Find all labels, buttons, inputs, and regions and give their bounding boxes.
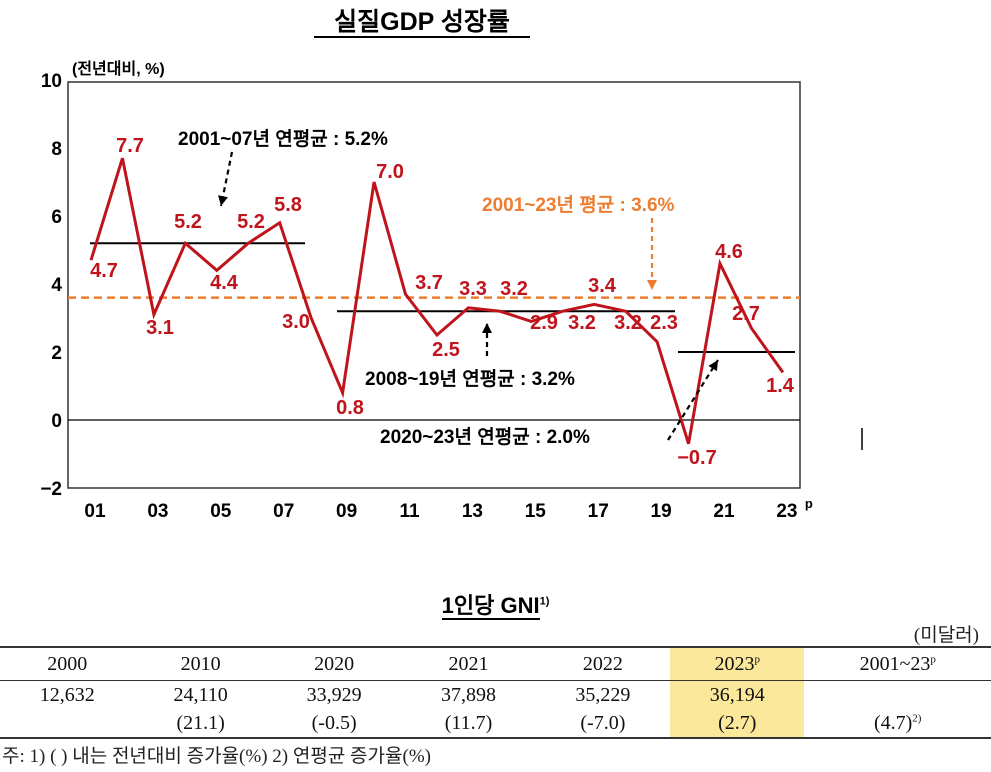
arrowhead-icon [708, 360, 718, 372]
growth-cell: (-0.5) [266, 709, 402, 739]
gni-title: 1인당 GNI1) [441, 593, 550, 620]
average-annotation: 2001~23년 평균 : 3.6% [482, 194, 675, 216]
value-cell: 33,929 [306, 683, 362, 706]
header-cell: 2000 [0, 646, 135, 681]
data-label: −0.7 [677, 447, 716, 469]
data-label: 7.0 [376, 161, 404, 183]
gdp-growth-line [89, 157, 785, 445]
x-tick-label: 05 [210, 501, 232, 522]
x-tick-label: 09 [336, 501, 357, 522]
table-header-row: 2000 2010 2020 2021 2022 2023p 2001~23p [0, 646, 991, 681]
growth-cell: (11.7) [401, 709, 536, 739]
data-label: 2.5 [432, 339, 460, 361]
data-label: 5.2 [174, 211, 202, 233]
y-tick-label: 4 [51, 275, 62, 296]
header-cell: 2021 [401, 646, 536, 681]
data-label: 0.8 [336, 397, 364, 419]
data-label: 3.0 [282, 311, 310, 333]
arrowhead-icon [482, 323, 492, 333]
value-cell: 12,632 [39, 683, 95, 706]
x-tick-label: 21 [713, 501, 735, 522]
data-label: 3.7 [415, 272, 443, 294]
y-axis-label: (전년대비, %) [72, 59, 165, 78]
average-annotation: 2001~07년 연평균 : 5.2% [178, 128, 388, 150]
growth-cell: (21.1) [134, 709, 267, 739]
table-row: 12,632 24,110 33,929 37,898 35,229 36,194 [0, 680, 991, 710]
growth-cell: (4.7)2) [804, 709, 991, 739]
growth-cell: (2.7) [670, 709, 805, 739]
data-label: 5.2 [237, 211, 265, 233]
x-tick-label: 19 [651, 501, 672, 522]
header-cell: 2010 [134, 646, 267, 681]
x-tick-label: 01 [84, 501, 106, 522]
data-label: 1.4 [766, 375, 795, 397]
x-tick-label: 11 [399, 501, 420, 522]
growth-cell [0, 709, 135, 739]
data-label: 2.9 [530, 312, 558, 334]
data-label: 3.2 [500, 278, 528, 300]
data-label: 2.7 [732, 303, 760, 325]
x-tick-label: 15 [525, 501, 547, 522]
value-cell: 24,110 [173, 683, 228, 706]
x-tick-label: 03 [147, 501, 168, 522]
x-tick-superscript: p [805, 496, 813, 511]
data-label: 5.8 [274, 194, 302, 216]
chart-title: 실질GDP 성장률 [334, 8, 510, 36]
data-label: 4.6 [715, 241, 743, 263]
value-cell: 36,194 [670, 680, 805, 709]
x-tick-label: 13 [462, 501, 483, 522]
arrowhead-icon [218, 195, 228, 206]
data-label: 3.2 [568, 312, 596, 334]
y-tick-label: 6 [51, 207, 62, 228]
average-annotation: 2008~19년 연평균 : 3.2% [365, 368, 575, 390]
data-label: 3.3 [459, 278, 487, 300]
header-cell: 2022 [535, 646, 671, 681]
arrowhead-icon [647, 280, 657, 290]
x-tick-label: 07 [273, 501, 294, 522]
table-row: (21.1) (-0.5) (11.7) (-7.0) (2.7) (4.7)2) [0, 709, 991, 739]
average-annotation: 2020~23년 연평균 : 2.0% [380, 426, 590, 448]
value-cell [804, 681, 991, 710]
header-cell: 2020 [266, 646, 402, 681]
gdp-growth-chart: 실질GDP 성장률 (전년대비, %) 10 8 6 4 2 0 −2 01 03 05 07 09 1… [40, 8, 863, 522]
y-tick-label: 0 [51, 411, 62, 432]
gni-table: 2000 2010 2020 2021 2022 2023p 2001~23p 12,632… [0, 646, 991, 739]
dashed-arrow [667, 359, 719, 441]
header-cell: 2001~23p [804, 646, 991, 681]
data-label: 7.7 [116, 135, 144, 157]
data-label: 4.7 [90, 260, 118, 282]
value-cell: 37,898 [441, 683, 497, 706]
y-tick-label: 8 [51, 139, 62, 160]
data-label: 4.4 [210, 272, 239, 294]
data-label: 3.1 [146, 317, 174, 339]
x-tick-label: 23 [776, 501, 797, 522]
data-label: 3.2 [614, 312, 642, 334]
y-tick-label: 2 [51, 343, 62, 364]
x-tick-label: 17 [588, 501, 609, 522]
growth-cell: (-7.0) [535, 709, 671, 739]
y-tick-label: −2 [40, 479, 62, 500]
unit-label: (미달러) [913, 625, 979, 646]
plot-frame [67, 81, 801, 489]
value-cell: 35,229 [575, 683, 631, 706]
y-tick-label: 10 [41, 71, 62, 92]
data-label: 3.4 [588, 275, 617, 297]
data-label: 2.3 [650, 312, 678, 334]
footnote: 주: 1) ( ) 내는 전년대비 증가율(%) 2) 연평균 증가율(%) [2, 746, 431, 767]
header-cell: 2023p [670, 646, 805, 681]
